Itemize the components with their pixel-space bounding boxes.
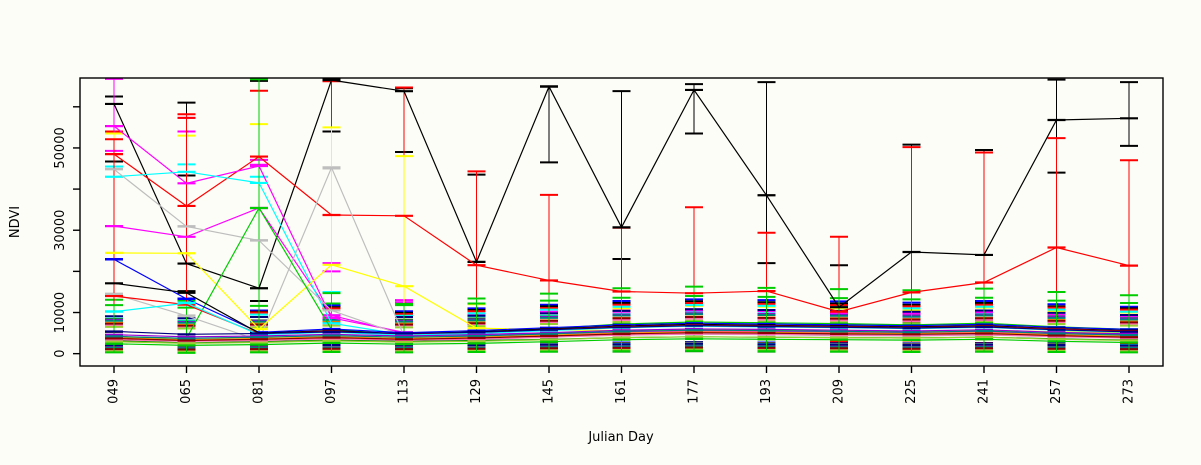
axis-layer: 0 10000 30000 50000 049 065 081 097 113 129 145 161…: [53, 106, 1137, 404]
series-layer: [105, 77, 1138, 354]
x-axis-tick-label: 097: [324, 379, 339, 404]
x-axis-tick-label: 177: [687, 379, 702, 404]
y-axis-tick-label: 50000: [53, 127, 68, 168]
x-axis-tick-label: 065: [179, 379, 194, 404]
y-axis-title: NDVI: [8, 206, 23, 238]
x-axis-tick-label: 209: [832, 379, 847, 404]
y-axis-tick-label: 30000: [53, 210, 68, 251]
x-axis-tick-label: 113: [397, 379, 412, 404]
series-group: [105, 295, 1138, 354]
x-axis-tick-label: 145: [542, 379, 557, 404]
x-axis-title: Julian Day: [587, 430, 654, 445]
x-axis-tick-label: 225: [904, 379, 919, 404]
x-axis-tick-label: 129: [469, 379, 484, 404]
x-axis-tick-label: 049: [107, 379, 122, 404]
x-axis-tick-label: 193: [759, 379, 774, 404]
y-axis-tick-label: 0: [53, 350, 68, 358]
x-axis-tick-label: 241: [977, 379, 992, 404]
x-axis-tick-label: 257: [1049, 379, 1064, 404]
x-axis-tick-label: 273: [1122, 379, 1137, 404]
y-axis-tick-label: 10000: [53, 292, 68, 333]
x-axis-tick-label: 161: [614, 379, 629, 404]
x-axis-tick-label: 081: [252, 379, 267, 404]
